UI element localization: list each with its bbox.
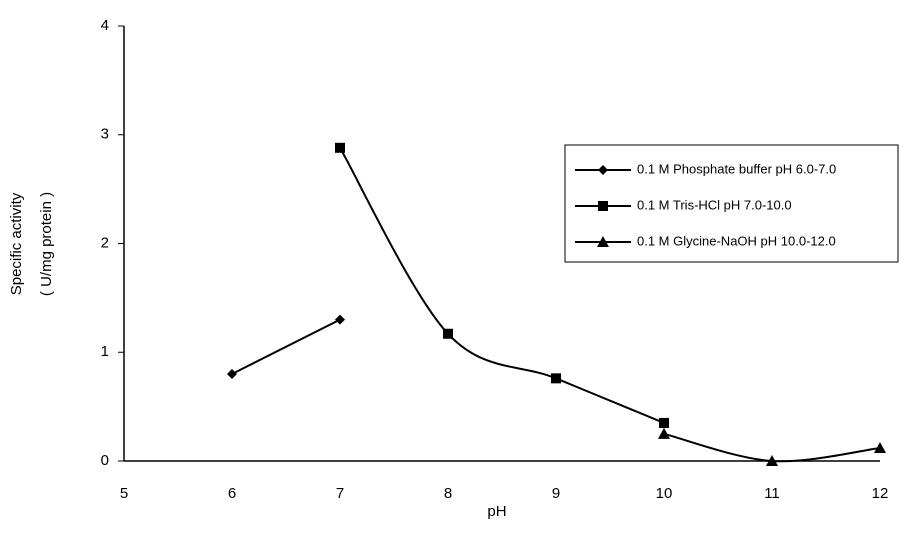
- legend-label: 0.1 M Tris-HCl pH 7.0-10.0: [637, 197, 792, 212]
- chart: pH Specific activity ( U/mg protein ) 0 1…: [0, 0, 910, 548]
- x-tick-label: 11: [764, 485, 780, 502]
- point: [658, 428, 670, 439]
- x-tick-label: 7: [336, 485, 344, 502]
- point: [551, 373, 561, 383]
- y-tick-label: 3: [101, 126, 109, 143]
- x-tick-label: 10: [656, 485, 673, 502]
- x-tick-label: 12: [872, 485, 889, 502]
- y-tick-label: 0: [101, 452, 109, 469]
- point: [659, 418, 669, 428]
- point: [335, 315, 345, 325]
- legend-marker: [598, 201, 608, 211]
- point: [335, 143, 345, 153]
- y-tick-label: 1: [101, 343, 109, 360]
- x-tick-label: 8: [444, 485, 452, 502]
- x-tick-label: 5: [120, 485, 128, 502]
- y-tick-label: 2: [101, 234, 109, 251]
- x-tick-label: 9: [552, 485, 560, 502]
- legend-label: 0.1 M Phosphate buffer pH 6.0-7.0: [637, 161, 836, 176]
- legend-label: 0.1 M Glycine-NaOH pH 10.0-12.0: [637, 233, 836, 248]
- series-line: [232, 320, 340, 374]
- x-tick-label: 6: [228, 485, 236, 502]
- point: [443, 329, 453, 339]
- y-axis-label: Specific activity: [8, 192, 25, 295]
- point: [227, 369, 237, 379]
- y-axis-label: ( U/mg protein ): [38, 192, 55, 296]
- point: [874, 442, 886, 453]
- x-axis-label: pH: [487, 503, 506, 520]
- y-tick-label: 4: [101, 17, 109, 34]
